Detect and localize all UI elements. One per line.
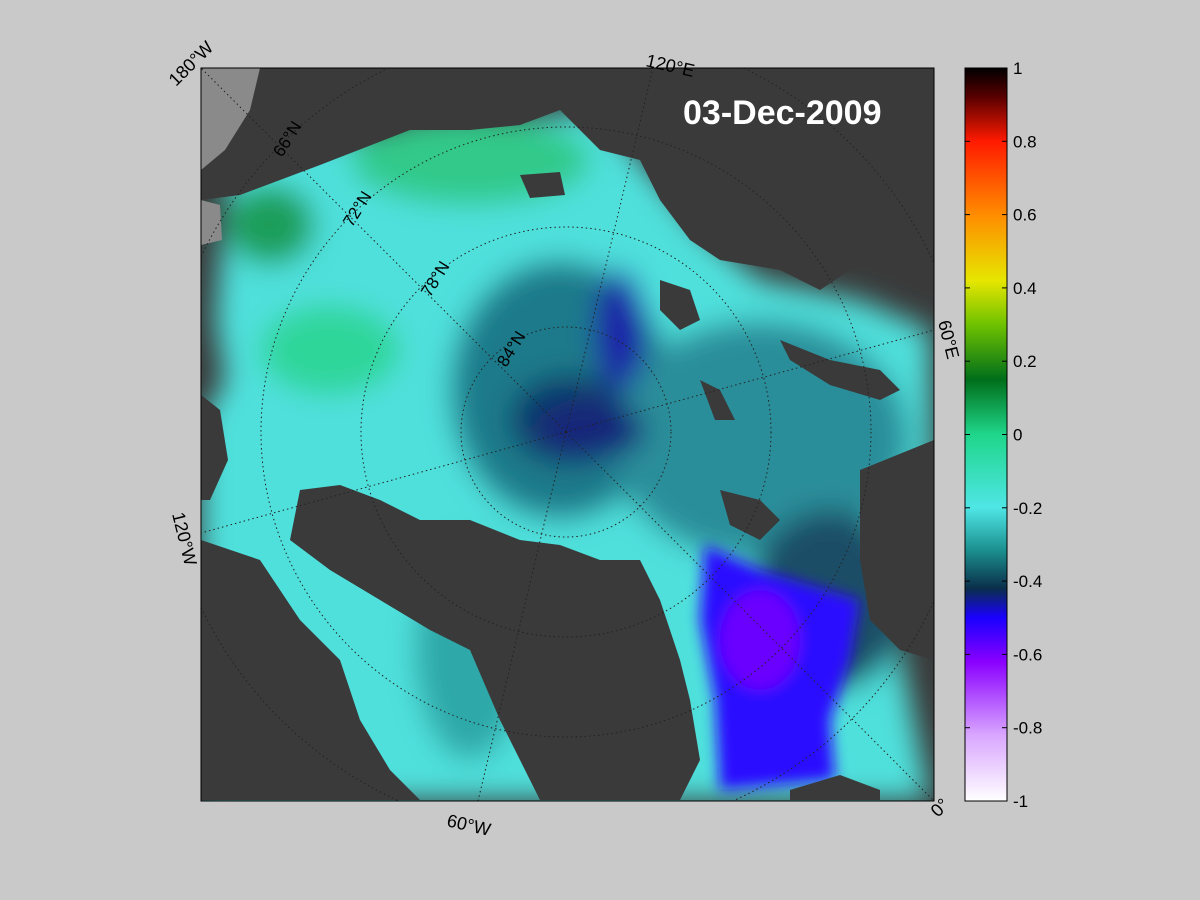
colorbar-ticks: 1 0.8 0.6 0.4 0.2 0 -0.2 -0.4 -0.6 -0.8 -1 (965, 59, 1042, 811)
colorbar-tick-label: -0.8 (1013, 719, 1042, 738)
meridian-120w (201, 431, 567, 534)
lat-circle-84 (460, 326, 672, 538)
land-masses (201, 68, 934, 800)
meridian-0 (565, 431, 934, 801)
colorbar: 1 0.8 0.6 0.4 0.2 0 -0.2 -0.4 -0.6 -0.8 -1 (964, 59, 1042, 811)
ice-field-low (700, 545, 860, 790)
coast-fringe (201, 68, 260, 170)
lon-label-120w: 120°W (168, 510, 201, 567)
date-label: 03-Dec-2009 (683, 94, 881, 132)
meridian-120e (565, 68, 654, 433)
colorbar-tick-label: 0.4 (1013, 279, 1037, 298)
lon-label-60w: 60°W (445, 810, 493, 839)
colorbar-tick-label: -0.2 (1013, 499, 1042, 518)
lat-circle-72 (260, 126, 872, 738)
colorbar-tick-label: 0 (1013, 426, 1022, 445)
graticule (201, 68, 934, 801)
coast-fringe-2 (201, 200, 222, 245)
colorbar-tick-label: 0.6 (1013, 206, 1037, 225)
meridian-60w (477, 431, 567, 801)
meridian-60e (565, 329, 934, 433)
lat-circle-78 (360, 226, 772, 638)
map-area: 66°N 72°N 78°N 84°N 03-Dec-2009 (201, 68, 934, 801)
colorbar-tick-label: -1 (1013, 792, 1028, 811)
meridian-180w (201, 68, 567, 433)
lon-label-60e: 60°E (934, 318, 963, 361)
colorbar-ramp (964, 67, 1008, 802)
colorbar-tick-label: 0.8 (1013, 132, 1037, 151)
colorbar-tick-label: 1 (1013, 59, 1022, 78)
colorbar-tick-label: -0.6 (1013, 645, 1042, 664)
map-frame (200, 67, 935, 802)
colorbar-tick-label: -0.4 (1013, 572, 1042, 591)
colorbar-tick-label: 0.2 (1013, 352, 1037, 371)
